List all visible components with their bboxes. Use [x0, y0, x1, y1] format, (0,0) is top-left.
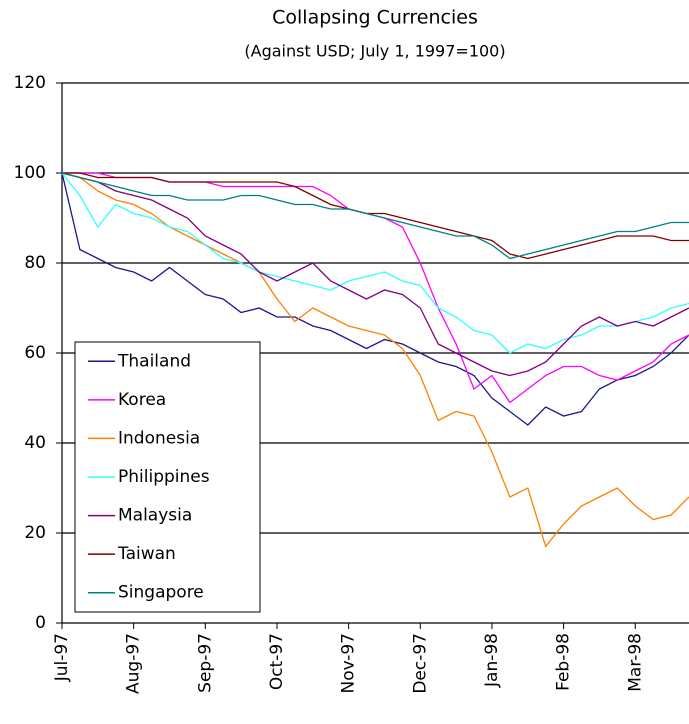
- legend-label: Philippines: [118, 467, 210, 487]
- x-tick-label: Sep-97: [195, 633, 215, 693]
- legend-label: Singapore: [118, 583, 204, 603]
- y-tick-label: 60: [24, 343, 46, 363]
- x-tick-label: Aug-97: [124, 633, 144, 694]
- legend-label: Thailand: [117, 351, 191, 371]
- x-tick-label: Mar-98: [625, 633, 645, 692]
- y-tick-label: 0: [35, 613, 46, 633]
- chart-title: Collapsing Currencies: [272, 7, 478, 29]
- y-tick-label: 80: [24, 253, 46, 273]
- x-tick-label: Nov-97: [339, 633, 359, 694]
- series-line: [61, 172, 689, 377]
- x-tick-label: Oct-97: [267, 633, 287, 690]
- series-line: [61, 172, 689, 548]
- y-tick-label: 120: [14, 73, 46, 93]
- series-line: [61, 172, 689, 426]
- legend: Thailand Korea Indonesia Philippines Malaysi…: [74, 341, 261, 613]
- x-tick-label: Feb-98: [554, 633, 574, 691]
- x-tick-label: Jan-98: [482, 633, 502, 688]
- x-tick-label: Jul-97: [52, 633, 72, 682]
- y-tick-label: 20: [24, 523, 46, 543]
- y-tick-label: 40: [24, 433, 46, 453]
- legend-label: Korea: [118, 390, 166, 410]
- series-line: [62, 172, 689, 260]
- x-tick-label: Dec-97: [410, 633, 430, 694]
- legend-label: Indonesia: [118, 428, 200, 448]
- legend-label: Taiwan: [117, 544, 176, 564]
- y-tick-label: 100: [14, 163, 46, 183]
- series-line: [61, 172, 689, 354]
- chart-subtitle: (Against USD; July 1, 1997=100): [244, 42, 505, 61]
- legend-label: Malaysia: [118, 506, 192, 526]
- series-line: [61, 172, 689, 260]
